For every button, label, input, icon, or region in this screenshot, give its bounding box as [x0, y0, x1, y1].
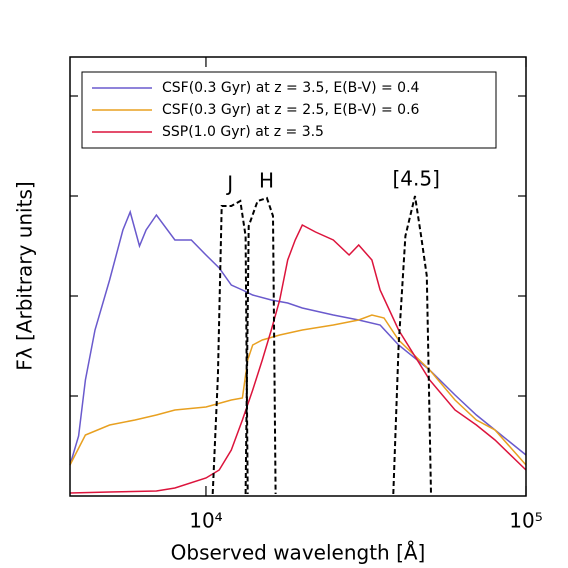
y-axis-label: Fλ [Arbitrary units] — [13, 181, 37, 370]
filter-curve — [211, 199, 249, 495]
x-tick-label: 10⁴ — [189, 509, 222, 533]
plot-frame — [69, 56, 527, 497]
legend-label: CSF(0.3 Gyr) at z = 2.5, E(B-V) = 0.6 — [162, 102, 420, 118]
series-line — [69, 314, 527, 466]
legend-label: SSP(1.0 Gyr) at z = 3.5 — [162, 124, 324, 140]
series-line — [69, 209, 527, 466]
filter-label: J — [225, 172, 233, 196]
legend-label: CSF(0.3 Gyr) at z = 3.5, E(B-V) = 0.4 — [162, 80, 420, 96]
filter-curve — [244, 196, 277, 495]
series-line — [69, 223, 527, 494]
x-axis-label: Observed wavelength [Å] — [171, 541, 426, 565]
filter-label: H — [259, 169, 274, 193]
filter-label: [4.5] — [392, 167, 439, 191]
x-tick-label: 10⁵ — [509, 509, 542, 533]
filter-curve — [392, 195, 432, 495]
